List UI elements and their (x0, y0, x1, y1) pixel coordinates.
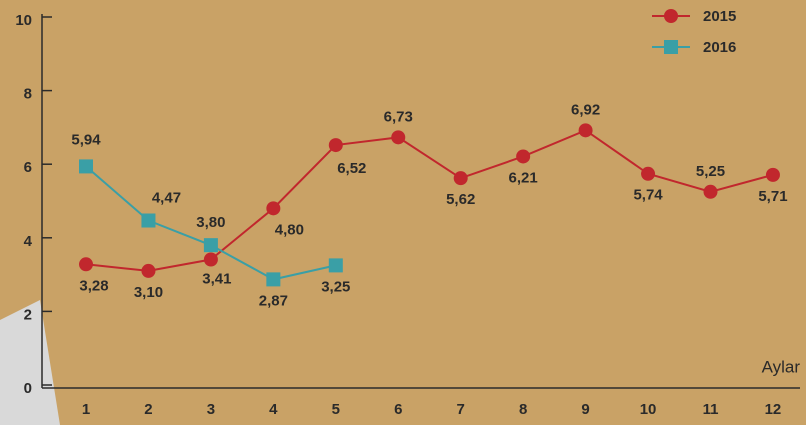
marker (266, 201, 281, 216)
marker (266, 272, 281, 287)
series-line (85, 129, 774, 272)
data-label: 5,71 (758, 188, 787, 205)
x-tick-label: 1 (82, 401, 90, 418)
decor-shape (0, 300, 60, 425)
data-label: 5,25 (696, 163, 725, 180)
data-label: 2,87 (259, 292, 288, 309)
x-tick-label: 3 (207, 401, 215, 418)
marker (391, 130, 406, 145)
legend-marker (664, 9, 678, 23)
y-tick-label: 4 (24, 233, 33, 250)
y-tick-label: 0 (24, 380, 32, 397)
data-label: 5,94 (71, 131, 101, 148)
data-label: 6,73 (384, 108, 413, 125)
x-tick-label: 6 (394, 401, 402, 418)
legend-label: 2016 (703, 39, 736, 56)
marker (79, 257, 93, 272)
data-label: 5,62 (446, 191, 475, 208)
x-tick-label: 7 (457, 401, 465, 418)
marker (141, 263, 156, 278)
legend-marker (664, 40, 678, 54)
data-label: 6,21 (509, 169, 538, 186)
marker (765, 167, 780, 182)
y-tick-label: 2 (24, 306, 32, 323)
x-axis-label: Aylar (762, 357, 801, 376)
marker (141, 213, 156, 228)
data-label: 6,92 (571, 101, 600, 118)
marker (203, 238, 218, 253)
x-tick-label: 12 (765, 401, 782, 418)
data-label: 6,52 (337, 160, 366, 177)
y-tick-label: 10 (15, 12, 32, 29)
marker (328, 138, 343, 153)
x-tick-label: 4 (269, 401, 278, 418)
data-label: 4,80 (275, 221, 304, 238)
x-tick-label: 2 (144, 401, 152, 418)
marker (203, 252, 218, 267)
data-label: 5,74 (633, 187, 663, 204)
marker (641, 166, 656, 181)
legend-label: 2015 (703, 8, 736, 25)
y-tick-label: 6 (24, 159, 32, 176)
marker (703, 184, 718, 199)
data-label: 3,41 (202, 270, 231, 287)
marker (453, 171, 468, 186)
marker (516, 149, 531, 164)
marker (79, 159, 93, 174)
marker (578, 123, 593, 138)
x-tick-label: 10 (640, 401, 657, 418)
marker (328, 258, 343, 273)
data-label: 3,28 (79, 277, 108, 294)
x-tick-label: 8 (519, 401, 527, 418)
data-label: 3,80 (196, 214, 225, 231)
data-label: 4,47 (152, 189, 181, 206)
data-label: 3,25 (321, 278, 350, 295)
x-tick-label: 9 (581, 401, 589, 418)
x-tick-label: 5 (332, 401, 340, 418)
x-tick-label: 11 (703, 401, 719, 418)
data-label: 3,10 (134, 284, 163, 301)
y-tick-label: 8 (24, 86, 32, 103)
